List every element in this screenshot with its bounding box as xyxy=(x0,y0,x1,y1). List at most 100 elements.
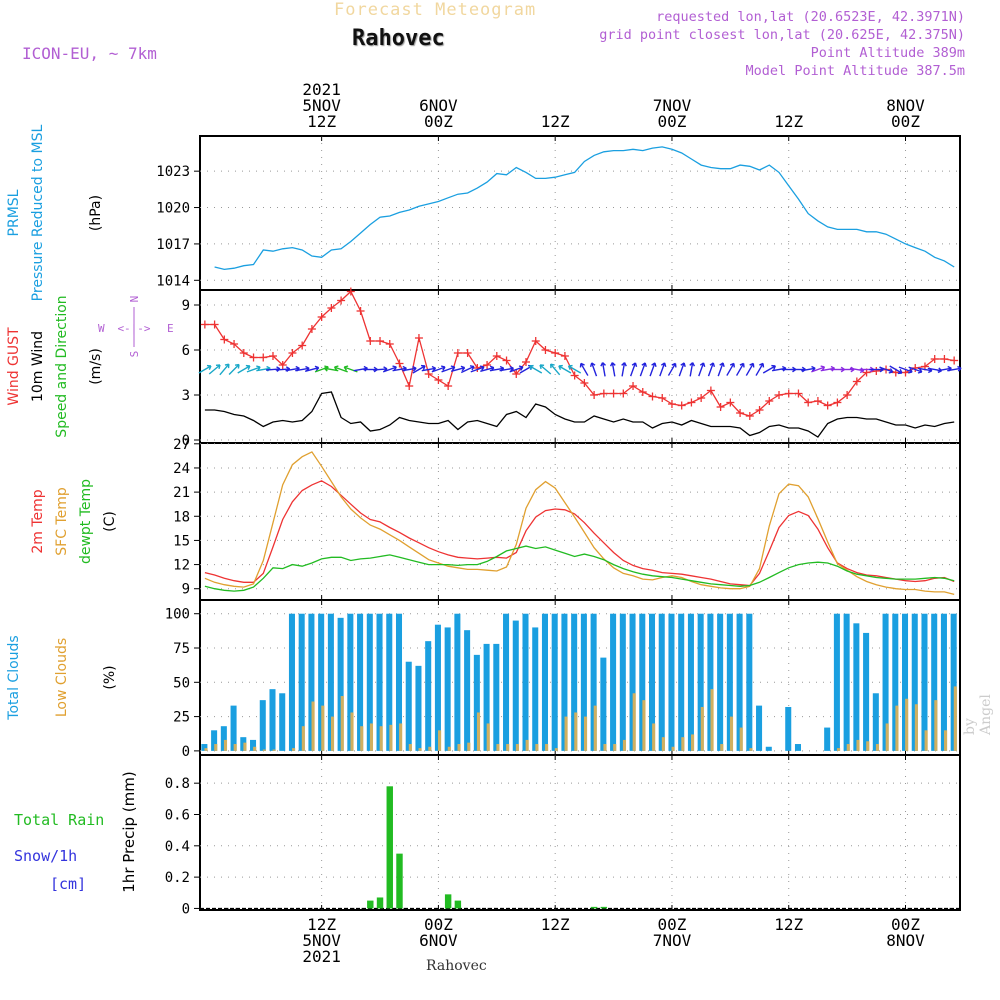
total-cloud-bar xyxy=(483,643,490,751)
meteogram-title: Forecast Meteogram xyxy=(334,0,537,20)
temperature-axis-label: 2m Temp xyxy=(30,489,46,553)
total-cloud-bar xyxy=(940,613,947,751)
wind-direction-arrow xyxy=(667,362,677,376)
total-cloud-bar xyxy=(931,613,938,751)
total-cloud-bar xyxy=(746,613,753,751)
time-label-top: 5NOV xyxy=(302,96,341,115)
total-cloud-bar xyxy=(211,730,218,751)
total-cloud-bar xyxy=(736,613,743,751)
wind-gust-marker xyxy=(288,349,297,357)
precip-ytick-label: 0.4 xyxy=(165,839,190,855)
wind-direction-arrow xyxy=(717,362,725,377)
low-cloud-bar xyxy=(700,706,704,751)
low-cloud-bar xyxy=(350,712,354,751)
wind-direction-arrow xyxy=(589,362,598,377)
low-cloud-bar xyxy=(846,744,850,751)
low-cloud-bar xyxy=(418,748,422,751)
temperature-ytick-label: 18 xyxy=(173,509,190,525)
wind-gust-marker xyxy=(541,346,550,354)
wind-direction-arrow xyxy=(659,362,667,377)
low-cloud-bar xyxy=(311,701,315,751)
wind-gust-marker xyxy=(521,358,530,366)
time-label-top: 00Z xyxy=(424,112,453,131)
clouds-axis-label: Low Clouds xyxy=(54,638,70,717)
wind-direction-arrow xyxy=(678,362,686,377)
wind-gust-marker xyxy=(453,349,462,357)
low-cloud-bar xyxy=(934,700,938,751)
wind-direction-arrow xyxy=(689,362,696,377)
time-label-bottom: 00Z xyxy=(891,915,920,934)
time-label-top: 00Z xyxy=(891,112,920,131)
temperature-frame xyxy=(199,442,961,601)
wind-direction-arrow xyxy=(549,363,561,376)
wind-direction-arrow xyxy=(237,364,251,374)
low-cloud-bar xyxy=(233,744,237,751)
wind-gust-marker xyxy=(259,353,268,362)
pressure-ytick-label: 1020 xyxy=(156,201,190,217)
total-cloud-bar xyxy=(950,613,957,751)
total-cloud-bar xyxy=(687,613,694,751)
total-cloud-bar xyxy=(347,613,354,751)
time-label-bottom: 6NOV xyxy=(419,931,458,950)
pressure-series-line xyxy=(214,146,955,271)
low-cloud-bar xyxy=(243,742,247,751)
wind-ytick-label: 9 xyxy=(182,298,190,314)
low-cloud-bar xyxy=(360,726,364,751)
wind-direction-arrow xyxy=(889,365,903,375)
place-name: Rahovec xyxy=(352,26,445,51)
time-label-top: 6NOV xyxy=(419,96,458,115)
low-cloud-bar xyxy=(438,730,442,751)
wind-series-line xyxy=(204,391,955,438)
low-cloud-bar xyxy=(428,746,432,751)
total-cloud-bar xyxy=(678,613,685,751)
wind-direction-arrow xyxy=(208,364,221,375)
wind-gust-marker xyxy=(327,304,336,312)
low-cloud-bar xyxy=(389,724,393,751)
time-label-top: 7NOV xyxy=(653,96,692,115)
temperature-ytick-label: 27 xyxy=(173,437,190,453)
low-cloud-bar xyxy=(535,744,539,751)
time-label-top: 00Z xyxy=(658,112,687,131)
low-cloud-bar xyxy=(642,700,646,751)
total-cloud-bar xyxy=(648,613,656,751)
low-cloud-bar xyxy=(836,748,841,751)
pressure-ytick-label: 1017 xyxy=(156,237,190,253)
low-cloud-bar xyxy=(408,744,412,751)
wind-gust-marker xyxy=(677,401,686,410)
wind-gust-marker xyxy=(648,392,657,401)
low-cloud-bar xyxy=(467,742,471,751)
total-cloud-bar xyxy=(201,744,208,751)
temperature-ytick-label: 15 xyxy=(173,533,190,549)
wind-direction-arrow xyxy=(707,362,716,377)
wind-direction-arrow xyxy=(755,362,765,376)
total-cloud-bar xyxy=(794,744,801,751)
total-cloud-bar xyxy=(298,613,305,751)
low-cloud-bar xyxy=(399,723,403,751)
wind-gust-marker xyxy=(230,340,239,348)
wind-gust-marker xyxy=(716,403,725,411)
clouds-ytick-label: 75 xyxy=(173,641,190,657)
wind-gust-marker xyxy=(239,349,248,357)
wind-gust-marker xyxy=(210,320,219,329)
total-cloud-bar xyxy=(541,613,548,751)
rain-bar xyxy=(386,786,393,909)
total-cloud-bar xyxy=(619,613,626,751)
wind-gust-marker xyxy=(385,340,394,348)
low-cloud-bar xyxy=(924,730,928,751)
time-label-bottom: 5NOV xyxy=(302,931,341,950)
clouds-ytick-label: 0 xyxy=(182,744,190,760)
low-cloud-bar xyxy=(603,744,607,751)
wind-ytick-label: 6 xyxy=(182,343,190,359)
total-cloud-bar xyxy=(288,613,295,751)
total-cloud-bar xyxy=(220,726,227,751)
time-label-bottom: 00Z xyxy=(658,915,687,934)
wind-gust-marker xyxy=(667,400,676,408)
total-cloud-bar xyxy=(921,613,928,751)
wind-gust-marker xyxy=(638,388,647,396)
wind-axis-label: 10m Wind xyxy=(30,331,46,402)
wind-direction-arrow xyxy=(460,365,475,374)
wind-gust-marker xyxy=(794,389,803,398)
total-cloud-bar xyxy=(366,613,373,751)
total-cloud-bar xyxy=(824,727,831,751)
low-cloud-bar xyxy=(749,748,753,751)
